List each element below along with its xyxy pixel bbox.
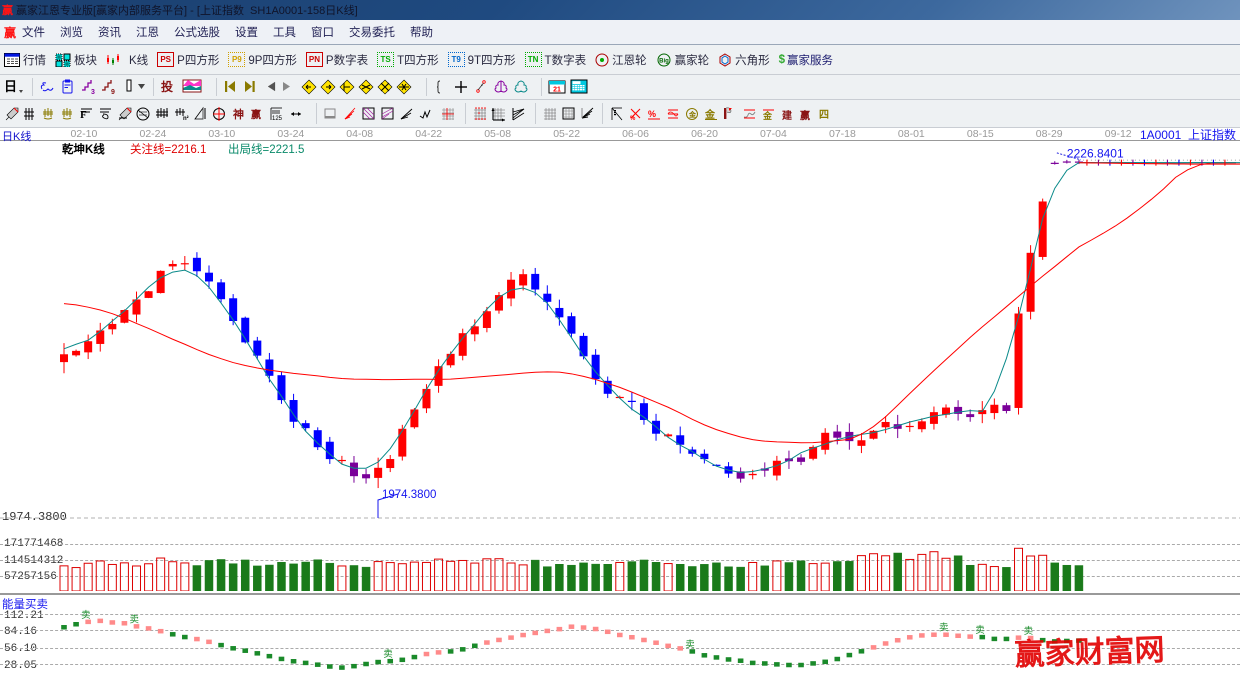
svg-text:赢: 赢 xyxy=(251,108,261,121)
svg-text:9: 9 xyxy=(111,89,115,95)
svg-text:赢: 赢 xyxy=(800,109,810,122)
svg-text:卖: 卖 xyxy=(939,623,949,634)
svg-text:金: 金 xyxy=(762,110,773,121)
svg-text:%: % xyxy=(648,109,656,119)
svg-text:卖: 卖 xyxy=(685,639,695,650)
svg-text:日: 日 xyxy=(4,79,17,94)
svg-text:卖: 卖 xyxy=(383,649,393,660)
svg-text:四: 四 xyxy=(819,109,829,121)
svg-text:n²: n² xyxy=(183,115,189,122)
svg-text:21: 21 xyxy=(553,87,561,94)
svg-text:卖: 卖 xyxy=(81,610,91,621)
svg-text:125: 125 xyxy=(272,116,283,122)
svg-text:卖: 卖 xyxy=(975,625,985,636)
svg-text:卖: 卖 xyxy=(129,614,139,625)
svg-text:金: 金 xyxy=(688,110,697,119)
svg-text:投: 投 xyxy=(161,79,173,94)
svg-text:神: 神 xyxy=(233,107,244,121)
svg-text:3: 3 xyxy=(91,89,95,95)
svg-text:Big: Big xyxy=(659,58,669,64)
svg-text:赢家财富网: 赢家财富网 xyxy=(1015,633,1165,672)
svg-text:建: 建 xyxy=(781,109,793,122)
svg-text:%: % xyxy=(630,116,636,122)
svg-text:2226.8401: 2226.8401 xyxy=(1067,147,1124,161)
svg-text:F: F xyxy=(80,109,87,121)
